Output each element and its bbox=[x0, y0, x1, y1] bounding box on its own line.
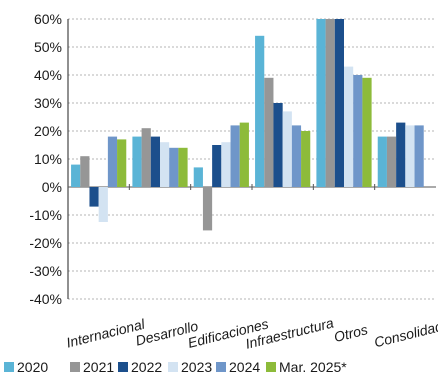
bar bbox=[353, 75, 363, 187]
bar bbox=[230, 125, 240, 187]
bar bbox=[405, 125, 415, 187]
y-tick-label: -20% bbox=[29, 235, 62, 251]
bar bbox=[291, 125, 302, 187]
legend-swatch bbox=[4, 362, 14, 372]
legend-label: 2021 bbox=[83, 359, 114, 375]
bar bbox=[141, 128, 151, 187]
bar bbox=[169, 147, 179, 187]
bar bbox=[107, 136, 118, 187]
bar bbox=[414, 125, 424, 187]
y-tick-label: -30% bbox=[29, 263, 62, 279]
bar bbox=[273, 103, 283, 187]
y-tick-label: 20% bbox=[34, 123, 62, 139]
bar bbox=[132, 136, 142, 187]
bar bbox=[396, 122, 406, 187]
y-tick-label: 10% bbox=[34, 151, 62, 167]
bar bbox=[71, 164, 81, 187]
y-tick-label: -10% bbox=[29, 207, 62, 223]
bar bbox=[80, 156, 90, 187]
legend-label: 2020 bbox=[17, 359, 48, 375]
bar bbox=[316, 19, 326, 187]
bar bbox=[150, 136, 160, 187]
bar bbox=[334, 19, 344, 187]
legend-swatch bbox=[266, 362, 276, 372]
y-tick-label: 50% bbox=[34, 39, 62, 55]
legend-swatch bbox=[216, 362, 226, 372]
y-tick-label: -40% bbox=[29, 291, 62, 307]
bar bbox=[282, 111, 292, 187]
bar bbox=[202, 187, 213, 231]
x-tick-label: Consolidado bbox=[372, 316, 438, 350]
legend-swatch bbox=[118, 362, 128, 372]
bar bbox=[377, 136, 387, 187]
bar bbox=[362, 77, 372, 187]
bar bbox=[221, 142, 231, 187]
legend-label: 2022 bbox=[131, 359, 162, 375]
y-tick-label: 40% bbox=[34, 67, 62, 83]
bar bbox=[386, 136, 397, 187]
bar bbox=[178, 147, 188, 187]
y-tick-label: 30% bbox=[34, 95, 62, 111]
y-tick-label: 0% bbox=[42, 179, 62, 195]
bar bbox=[98, 187, 108, 222]
bar bbox=[193, 167, 203, 187]
y-tick-label: 60% bbox=[34, 11, 62, 27]
x-tick-label: Otros bbox=[332, 321, 369, 345]
bar bbox=[264, 77, 274, 187]
legend-label: 2023 bbox=[181, 359, 212, 375]
bar bbox=[89, 187, 99, 207]
bar bbox=[212, 145, 222, 187]
bar bbox=[325, 19, 335, 187]
bar bbox=[301, 131, 311, 187]
bar bbox=[117, 139, 127, 187]
legend-label: 2024 bbox=[229, 359, 260, 375]
bar bbox=[160, 142, 170, 187]
legend-swatch bbox=[70, 362, 80, 372]
bar bbox=[344, 66, 354, 187]
legend-label: Mar. 2025* bbox=[279, 359, 347, 375]
bar bbox=[255, 35, 265, 187]
bar bbox=[239, 122, 249, 187]
legend-swatch bbox=[168, 362, 178, 372]
